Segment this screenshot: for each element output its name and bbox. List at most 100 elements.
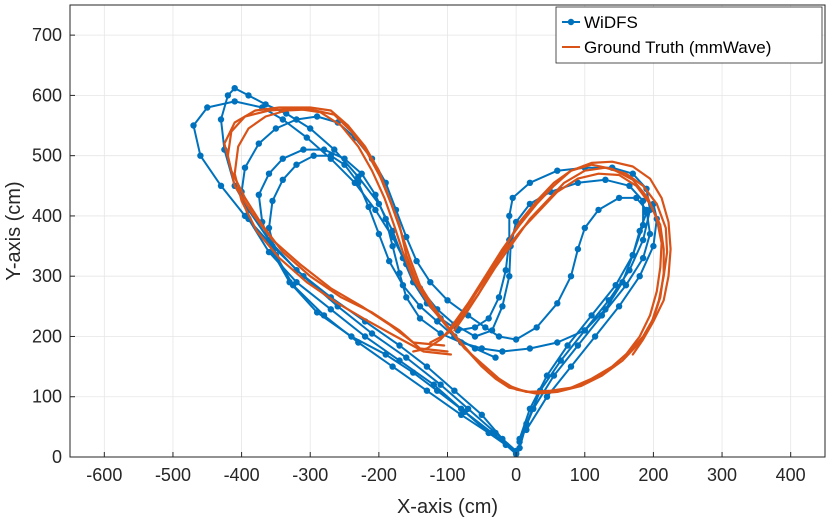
widfs-point (637, 228, 643, 234)
widfs-point (554, 339, 560, 345)
x-tick-label: -100 (429, 465, 465, 485)
widfs-point (410, 369, 416, 375)
widfs-point (256, 192, 262, 198)
widfs-point (451, 388, 457, 394)
widfs-point (575, 246, 581, 252)
widfs-point (633, 195, 639, 201)
widfs-point (341, 156, 347, 162)
widfs-point (496, 333, 502, 339)
widfs-point (496, 294, 502, 300)
x-tick-label: -600 (86, 465, 122, 485)
widfs-point (355, 339, 361, 345)
widfs-point (321, 312, 327, 318)
widfs-point (492, 354, 498, 360)
widfs-point (554, 300, 560, 306)
widfs-point (602, 306, 608, 312)
y-tick-label: 0 (52, 447, 62, 467)
widfs-point (413, 258, 419, 264)
widfs-point (383, 351, 389, 357)
x-tick-label: 400 (776, 465, 806, 485)
widfs-point (616, 303, 622, 309)
widfs-point (458, 412, 464, 418)
x-tick-label: 200 (638, 465, 668, 485)
y-axis-label: Y-axis (cm) (3, 181, 25, 280)
widfs-point (328, 153, 334, 159)
widfs-point (530, 406, 536, 412)
widfs-point (444, 297, 450, 303)
widfs-point (619, 279, 625, 285)
widfs-point (613, 282, 619, 288)
widfs-point (269, 198, 275, 204)
widfs-point (242, 165, 248, 171)
widfs-point (516, 439, 522, 445)
widfs-point (362, 333, 368, 339)
widfs-point (568, 363, 574, 369)
widfs-point (365, 204, 371, 210)
widfs-point (544, 394, 550, 400)
widfs-point (472, 324, 478, 330)
widfs-point (499, 303, 505, 309)
widfs-point (506, 273, 512, 279)
widfs-point (400, 282, 406, 288)
widfs-point (383, 216, 389, 222)
widfs-point (307, 125, 313, 131)
widfs-point (575, 342, 581, 348)
y-tick-label: 200 (32, 326, 62, 346)
widfs-point (595, 207, 601, 213)
widfs-point (527, 345, 533, 351)
widfs-point (273, 125, 279, 131)
widfs-point (588, 312, 594, 318)
widfs-point (369, 330, 375, 336)
x-tick-label: 100 (570, 465, 600, 485)
widfs-point (424, 388, 430, 394)
widfs-point (554, 168, 560, 174)
widfs-point (499, 348, 505, 354)
widfs-point (510, 195, 516, 201)
x-tick-label: -300 (292, 465, 328, 485)
widfs-point (534, 324, 540, 330)
widfs-point (602, 177, 608, 183)
x-tick-label: -200 (361, 465, 397, 485)
widfs-point (293, 116, 299, 122)
widfs-point (650, 243, 656, 249)
widfs-point (190, 122, 196, 128)
widfs-point (389, 243, 395, 249)
widfs-point (218, 183, 224, 189)
widfs-point (359, 171, 365, 177)
widfs-point (551, 372, 557, 378)
widfs-point (582, 225, 588, 231)
widfs-point (544, 372, 550, 378)
chart: -600-500-400-300-200-1000100200300400010… (0, 0, 831, 520)
widfs-point (437, 382, 443, 388)
legend-label-ground-truth: Ground Truth (mmWave) (584, 38, 771, 57)
widfs-point (372, 207, 378, 213)
y-tick-label: 600 (32, 85, 62, 105)
widfs-point (331, 146, 337, 152)
widfs-point (204, 104, 210, 110)
widfs-point (592, 333, 598, 339)
widfs-point (427, 279, 433, 285)
widfs-point (582, 327, 588, 333)
widfs-point (506, 213, 512, 219)
widfs-point (417, 303, 423, 309)
widfs-point (472, 345, 478, 351)
widfs-point (290, 282, 296, 288)
widfs-point (417, 315, 423, 321)
legend: WiDFS Ground Truth (mmWave) (556, 7, 822, 63)
y-tick-label: 300 (32, 266, 62, 286)
widfs-point (647, 231, 653, 237)
widfs-point (280, 177, 286, 183)
widfs-point (293, 162, 299, 168)
widfs-point (197, 153, 203, 159)
widfs-point (403, 354, 409, 360)
widfs-point (321, 146, 327, 152)
widfs-point (300, 146, 306, 152)
widfs-point (372, 192, 378, 198)
widfs-point (355, 180, 361, 186)
widfs-point (637, 273, 643, 279)
widfs-point (328, 306, 334, 312)
widfs-point (376, 231, 382, 237)
widfs-point (630, 252, 636, 258)
widfs-point (486, 315, 492, 321)
widfs-point (389, 363, 395, 369)
